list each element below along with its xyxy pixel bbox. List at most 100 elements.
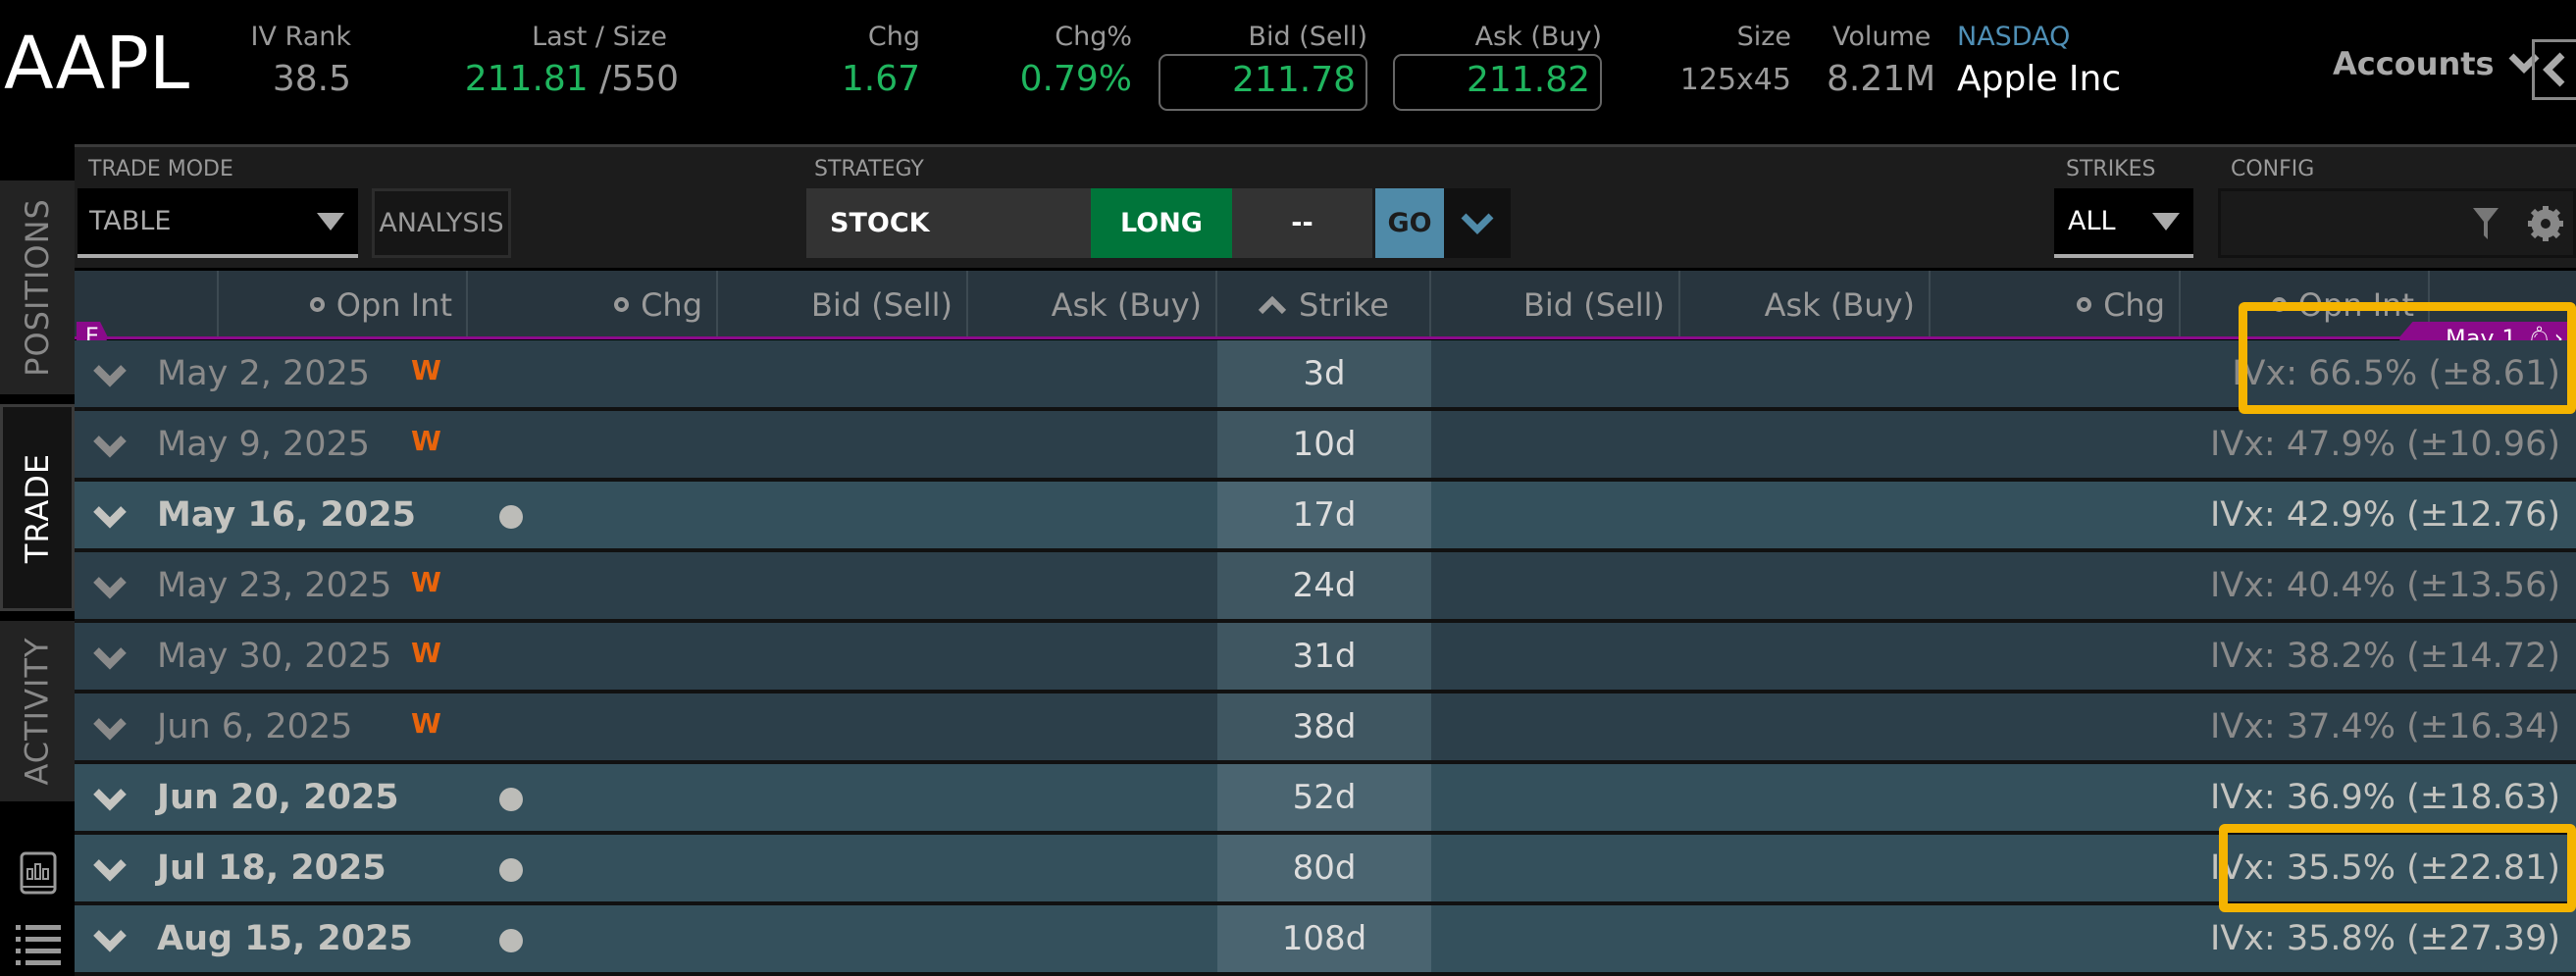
quantity-field[interactable]: -- bbox=[1232, 188, 1372, 258]
col-put-ask[interactable]: Ask (Buy) bbox=[1680, 271, 1931, 338]
sort-up-icon bbox=[1258, 295, 1287, 314]
highlight-box bbox=[2239, 302, 2576, 414]
trade-mode-value: TABLE bbox=[89, 206, 172, 236]
strategy-select[interactable]: STOCK bbox=[806, 188, 1091, 258]
monthly-dot-icon bbox=[499, 505, 523, 529]
chg-pct-label: Chg% bbox=[1055, 22, 1132, 52]
tab-positions-label: POSITIONS bbox=[19, 198, 56, 377]
config-field[interactable] bbox=[2218, 188, 2576, 258]
expiration-date: Jul 18, 2025 bbox=[157, 848, 386, 888]
last-size: /550 bbox=[599, 59, 679, 99]
size-label: Size bbox=[1736, 22, 1791, 52]
chevron-down-icon[interactable] bbox=[92, 923, 128, 958]
size-value: 125x45 bbox=[1679, 63, 1791, 97]
chevron-down-icon[interactable] bbox=[92, 782, 128, 817]
weekly-badge: W bbox=[411, 707, 441, 740]
analysis-button[interactable]: ANALYSIS bbox=[372, 188, 511, 258]
tab-activity-label: ACTIVITY bbox=[19, 637, 57, 786]
expiration-date: Aug 15, 2025 bbox=[157, 919, 413, 958]
weekly-badge: W bbox=[411, 354, 441, 386]
expiration-row[interactable]: Jun 20, 2025 52d IVx: 36.9% (±18.63) bbox=[75, 764, 2576, 835]
symbol[interactable]: AAPL bbox=[4, 22, 190, 106]
weekly-badge: W bbox=[411, 425, 441, 457]
expiration-row[interactable]: May 9, 2025 W 10d IVx: 47.9% (±10.96) bbox=[75, 411, 2576, 482]
col-label: Bid (Sell) bbox=[810, 285, 953, 324]
implied-volatility: IVx: 38.2% (±14.72) bbox=[2209, 637, 2560, 676]
accounts-button[interactable]: Accounts bbox=[2333, 45, 2540, 82]
expiration-date: Jun 6, 2025 bbox=[157, 707, 353, 746]
col-call-chg[interactable]: Chg bbox=[468, 271, 718, 338]
go-button[interactable]: GO bbox=[1375, 188, 1444, 258]
volume-value: 8.21M bbox=[1827, 59, 1936, 99]
implied-volatility: IVx: 35.8% (±27.39) bbox=[2209, 919, 2560, 958]
bid-button[interactable]: 211.78 bbox=[1159, 54, 1367, 111]
earnings-timeline bbox=[75, 336, 2576, 339]
last-price: 211.81 bbox=[464, 59, 589, 99]
exchange: NASDAQ bbox=[1957, 22, 2071, 52]
ask-label: Ask (Buy) bbox=[1474, 22, 1602, 52]
col-label: Strike bbox=[1299, 285, 1389, 324]
weekly-badge: W bbox=[411, 566, 441, 598]
expiration-date: May 16, 2025 bbox=[157, 495, 416, 535]
expiration-row[interactable]: May 2, 2025 W 3d IVx: 66.5% (±8.61) bbox=[75, 340, 2576, 411]
col-call-bid[interactable]: Bid (Sell) bbox=[718, 271, 968, 338]
col-label: Chg bbox=[641, 285, 702, 324]
col-call-open-interest[interactable]: Opn Int bbox=[219, 271, 468, 338]
last-size-value: 211.81 /550 bbox=[465, 59, 679, 99]
expiration-date: Jun 20, 2025 bbox=[157, 778, 399, 817]
col-put-chg[interactable]: Chg bbox=[1931, 271, 2181, 338]
monthly-dot-icon bbox=[499, 929, 523, 952]
gear-icon[interactable] bbox=[2528, 205, 2563, 241]
expiration-row[interactable]: May 23, 2025 W 24d IVx: 40.4% (±13.56) bbox=[75, 552, 2576, 623]
col-call-ask[interactable]: Ask (Buy) bbox=[968, 271, 1217, 338]
config-label: CONFIG bbox=[2231, 157, 2315, 181]
implied-volatility: IVx: 40.4% (±13.56) bbox=[2209, 566, 2560, 605]
expiration-row[interactable]: Jun 6, 2025 W 38d IVx: 37.4% (±16.34) bbox=[75, 693, 2576, 764]
chevron-down-icon[interactable] bbox=[92, 641, 128, 676]
strikes-select[interactable]: ALL bbox=[2054, 188, 2193, 258]
trade-mode-label: TRADE MODE bbox=[88, 157, 233, 181]
chevron-down-icon[interactable] bbox=[92, 358, 128, 393]
tab-positions[interactable]: POSITIONS bbox=[0, 180, 75, 394]
implied-volatility: IVx: 42.9% (±12.76) bbox=[2209, 495, 2560, 535]
tab-activity[interactable]: ACTIVITY bbox=[0, 621, 75, 801]
expiration-row[interactable]: May 30, 2025 W 31d IVx: 38.2% (±14.72) bbox=[75, 623, 2576, 693]
direction-toggle[interactable]: LONG bbox=[1091, 188, 1232, 258]
bid-label: Bid (Sell) bbox=[1248, 22, 1367, 52]
chevron-down-icon[interactable] bbox=[92, 429, 128, 464]
monthly-dot-icon bbox=[499, 788, 523, 811]
tab-trade[interactable]: TRADE bbox=[0, 404, 75, 611]
column-toggle-icon bbox=[614, 297, 630, 312]
chart-book-icon[interactable] bbox=[20, 851, 57, 895]
implied-volatility: IVx: 66.5% (±8.61) bbox=[2232, 354, 2560, 393]
collapse-button[interactable] bbox=[2532, 39, 2576, 100]
last-size-label: Last / Size bbox=[532, 22, 667, 52]
weekly-badge: W bbox=[411, 637, 441, 669]
chevron-down-icon[interactable] bbox=[92, 499, 128, 535]
list-icon[interactable] bbox=[16, 925, 61, 968]
days-to-expiration: 52d bbox=[1217, 764, 1431, 831]
expiration-row[interactable]: May 16, 2025 17d IVx: 42.9% (±12.76) bbox=[75, 482, 2576, 552]
trade-mode-select[interactable]: TABLE bbox=[77, 188, 358, 258]
col-label: Opn Int bbox=[335, 285, 452, 324]
chevron-down-icon[interactable] bbox=[92, 711, 128, 746]
filter-icon[interactable] bbox=[2471, 206, 2500, 241]
chevron-left-icon bbox=[2543, 52, 2565, 87]
strategy-label: STRATEGY bbox=[814, 157, 924, 181]
monthly-dot-icon bbox=[499, 858, 523, 882]
expiration-row[interactable]: Jul 18, 2025 80d IVx: 35.5% (±22.81) bbox=[75, 835, 2576, 905]
implied-volatility: IVx: 36.9% (±18.63) bbox=[2209, 778, 2560, 817]
expiration-row[interactable]: Aug 15, 2025 108d IVx: 35.8% (±27.39) bbox=[75, 905, 2576, 976]
implied-volatility: IVx: 35.5% (±22.81) bbox=[2209, 848, 2560, 888]
days-to-expiration: 10d bbox=[1217, 411, 1431, 478]
highlight-box bbox=[2219, 824, 2576, 912]
ask-button[interactable]: 211.82 bbox=[1393, 54, 1602, 111]
chevron-down-icon[interactable] bbox=[92, 852, 128, 888]
column-toggle-icon bbox=[2077, 297, 2092, 312]
col-expand bbox=[75, 271, 219, 338]
go-options-button[interactable] bbox=[1444, 188, 1511, 258]
col-strike[interactable]: Strike bbox=[1217, 271, 1431, 338]
chevron-down-icon[interactable] bbox=[92, 570, 128, 605]
col-put-bid[interactable]: Bid (Sell) bbox=[1431, 271, 1680, 338]
chg-value: 1.67 bbox=[841, 59, 920, 99]
